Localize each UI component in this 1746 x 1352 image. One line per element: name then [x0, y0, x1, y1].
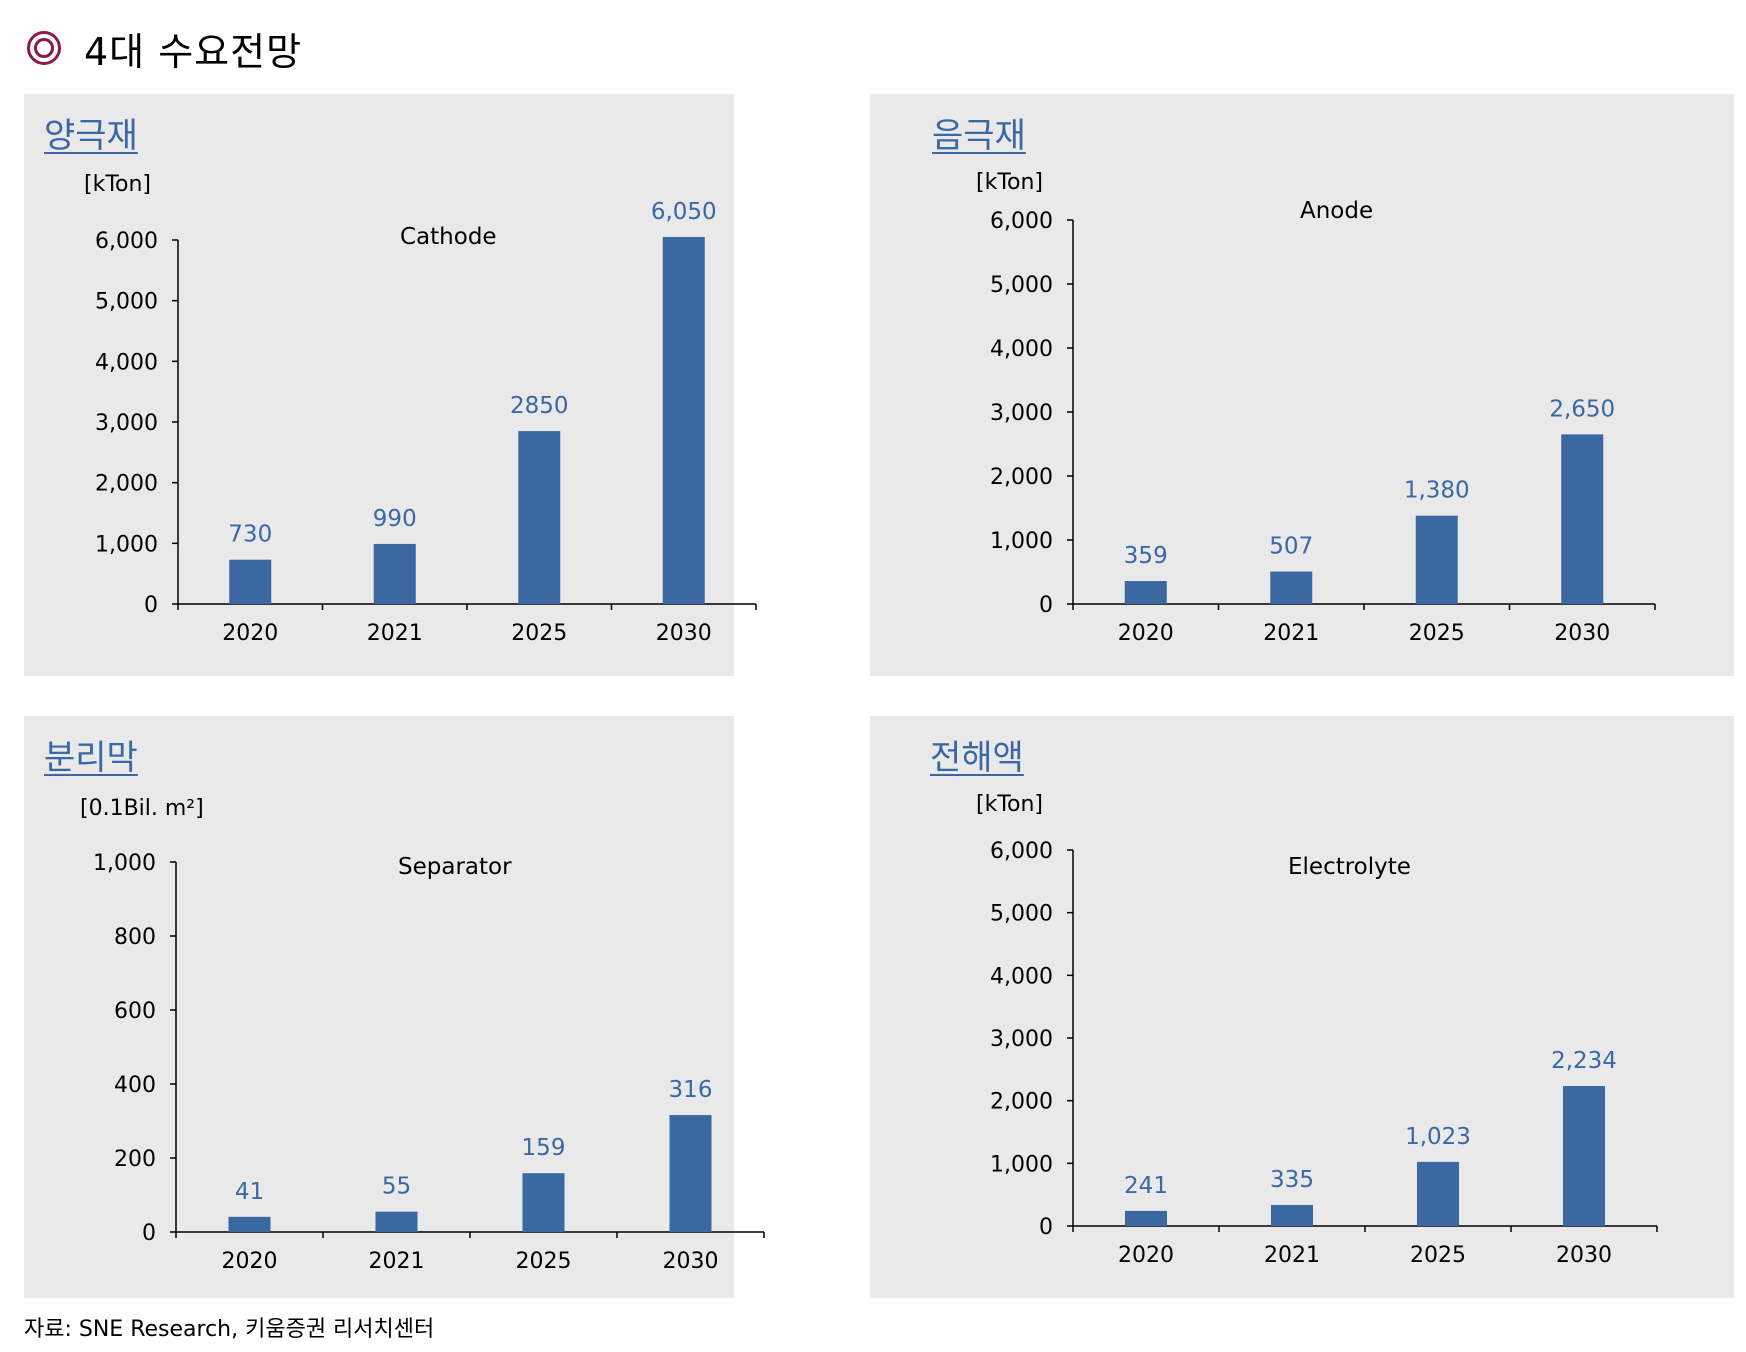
y-tick-label: 0 [142, 1221, 156, 1246]
value-label: 316 [669, 1077, 713, 1103]
source-note: 자료: SNE Research, 키움증권 리서치센터 [24, 1317, 435, 1342]
bar-2030 [1563, 1086, 1605, 1226]
value-label: 990 [373, 506, 417, 532]
y-tick-label: 600 [114, 999, 156, 1024]
y-tick-label: 6,000 [990, 209, 1053, 234]
bar-chart-cathode: 0 1,000 2,000 3,000 4,000 5,000 6,000 730 2020 99… [95, 199, 757, 646]
chart-panel-separator: 분리막 [0.1Bil. m²] Separator 0 200 400 600 800… [24, 716, 765, 1298]
bar-2025 [1415, 515, 1458, 604]
x-tick-label: 2025 [1409, 621, 1465, 646]
chart-name: Separator [398, 854, 512, 880]
y-tick-label: 800 [114, 925, 156, 950]
y-tick-label: 1,000 [990, 529, 1053, 554]
bar-2020 [1124, 581, 1167, 604]
x-tick-label: 2025 [1410, 1243, 1466, 1268]
x-tick-label: 2020 [1118, 621, 1174, 646]
bar-2021 [373, 543, 416, 604]
value-label: 241 [1124, 1173, 1168, 1199]
y-tick-label: 0 [144, 593, 158, 618]
panel-title: 분리막 [44, 738, 138, 778]
y-tick-label: 400 [114, 1073, 156, 1098]
value-label: 55 [382, 1174, 411, 1200]
bar-2025 [518, 431, 561, 604]
y-tick-label: 3,000 [95, 411, 158, 436]
chart-name: Cathode [400, 224, 497, 250]
bar-2021 [1270, 571, 1313, 604]
bar-2030 [1561, 434, 1604, 604]
y-tick-label: 2,000 [95, 472, 158, 497]
chart-panel-anode: 음극재 [kTon] Anode 0 1,000 2,000 3,000 4,000 5,… [870, 94, 1734, 676]
chart-name: Anode [1300, 198, 1374, 224]
page-title: 4대 수요전망 [84, 29, 303, 74]
bar-chart-separator: 0 200 400 600 800 1,000 41 2020 55 2021 159 2025 316… [93, 851, 765, 1274]
bar-2025 [522, 1173, 565, 1232]
bar-2030 [669, 1115, 712, 1232]
bar-2020 [1125, 1210, 1167, 1226]
value-label: 41 [235, 1179, 264, 1205]
x-tick-label: 2021 [367, 621, 423, 646]
x-tick-label: 2021 [1263, 621, 1319, 646]
value-label: 2,650 [1549, 396, 1615, 422]
x-tick-label: 2025 [511, 621, 567, 646]
bar-chart-electrolyte: 0 1,000 2,000 3,000 4,000 5,000 6,000 241 2020 33… [990, 839, 1658, 1268]
bar-2030 [662, 236, 705, 604]
x-tick-label: 2030 [1554, 621, 1610, 646]
y-tick-label: 4,000 [95, 350, 158, 375]
bar-2020 [228, 1216, 271, 1232]
y-tick-label: 3,000 [990, 1027, 1053, 1052]
y-tick-label: 3,000 [990, 401, 1053, 426]
x-tick-label: 2020 [222, 1249, 278, 1274]
x-tick-label: 2030 [1556, 1243, 1612, 1268]
double-circle-icon [27, 31, 61, 65]
value-label: 1,023 [1405, 1124, 1471, 1150]
value-label: 2,234 [1551, 1048, 1617, 1074]
y-tick-label: 0 [1039, 1215, 1053, 1240]
x-tick-label: 2020 [222, 621, 278, 646]
chart-panel-electrolyte: 전해액 [kTon] Electrolyte 0 1,000 2,000 3,000 4… [870, 716, 1734, 1298]
y-tick-label: 4,000 [990, 964, 1053, 989]
y-tick-label: 5,000 [990, 273, 1053, 298]
bar-2025 [1417, 1161, 1459, 1226]
y-tick-label: 5,000 [990, 902, 1053, 927]
panel-title: 음극재 [932, 116, 1026, 156]
unit-label: [kTon] [976, 170, 1044, 195]
value-label: 730 [228, 522, 272, 548]
value-label: 359 [1124, 543, 1168, 569]
x-tick-label: 2030 [656, 621, 712, 646]
y-tick-label: 5,000 [95, 290, 158, 315]
unit-label: [kTon] [84, 172, 152, 197]
chart-panel-cathode: 양극재 [kTon] Cathode 0 1,000 2,000 3,000 4,000… [24, 94, 757, 676]
panel-title: 전해액 [930, 738, 1024, 778]
x-tick-label: 2020 [1118, 1243, 1174, 1268]
y-tick-label: 2,000 [990, 465, 1053, 490]
y-tick-label: 2,000 [990, 1090, 1053, 1115]
value-label: 159 [522, 1135, 566, 1161]
y-tick-label: 6,000 [990, 839, 1053, 864]
value-label: 507 [1269, 534, 1313, 560]
x-tick-label: 2025 [516, 1249, 572, 1274]
value-label: 1,380 [1404, 478, 1470, 504]
y-tick-label: 0 [1039, 593, 1053, 618]
page-header: 4대 수요전망 [26, 18, 302, 78]
chart-name: Electrolyte [1288, 854, 1411, 880]
bar-2021 [1271, 1205, 1313, 1226]
y-tick-label: 6,000 [95, 229, 158, 254]
y-tick-label: 1,000 [93, 851, 156, 876]
unit-label: [0.1Bil. m²] [80, 796, 204, 821]
y-tick-label: 4,000 [990, 337, 1053, 362]
y-tick-label: 200 [114, 1147, 156, 1172]
bar-2020 [229, 559, 272, 604]
unit-label: [kTon] [976, 792, 1044, 817]
value-label: 6,050 [651, 199, 717, 225]
x-tick-label: 2021 [1264, 1243, 1320, 1268]
value-label: 2850 [510, 393, 569, 419]
y-tick-label: 1,000 [95, 532, 158, 557]
x-tick-label: 2021 [369, 1249, 425, 1274]
x-tick-label: 2030 [663, 1249, 719, 1274]
panel-title: 양극재 [44, 116, 138, 156]
bar-chart-anode: 0 1,000 2,000 3,000 4,000 5,000 6,000 359 2020 50… [990, 209, 1656, 646]
value-label: 335 [1270, 1167, 1314, 1193]
y-tick-label: 1,000 [990, 1152, 1053, 1177]
bar-2021 [375, 1211, 418, 1232]
